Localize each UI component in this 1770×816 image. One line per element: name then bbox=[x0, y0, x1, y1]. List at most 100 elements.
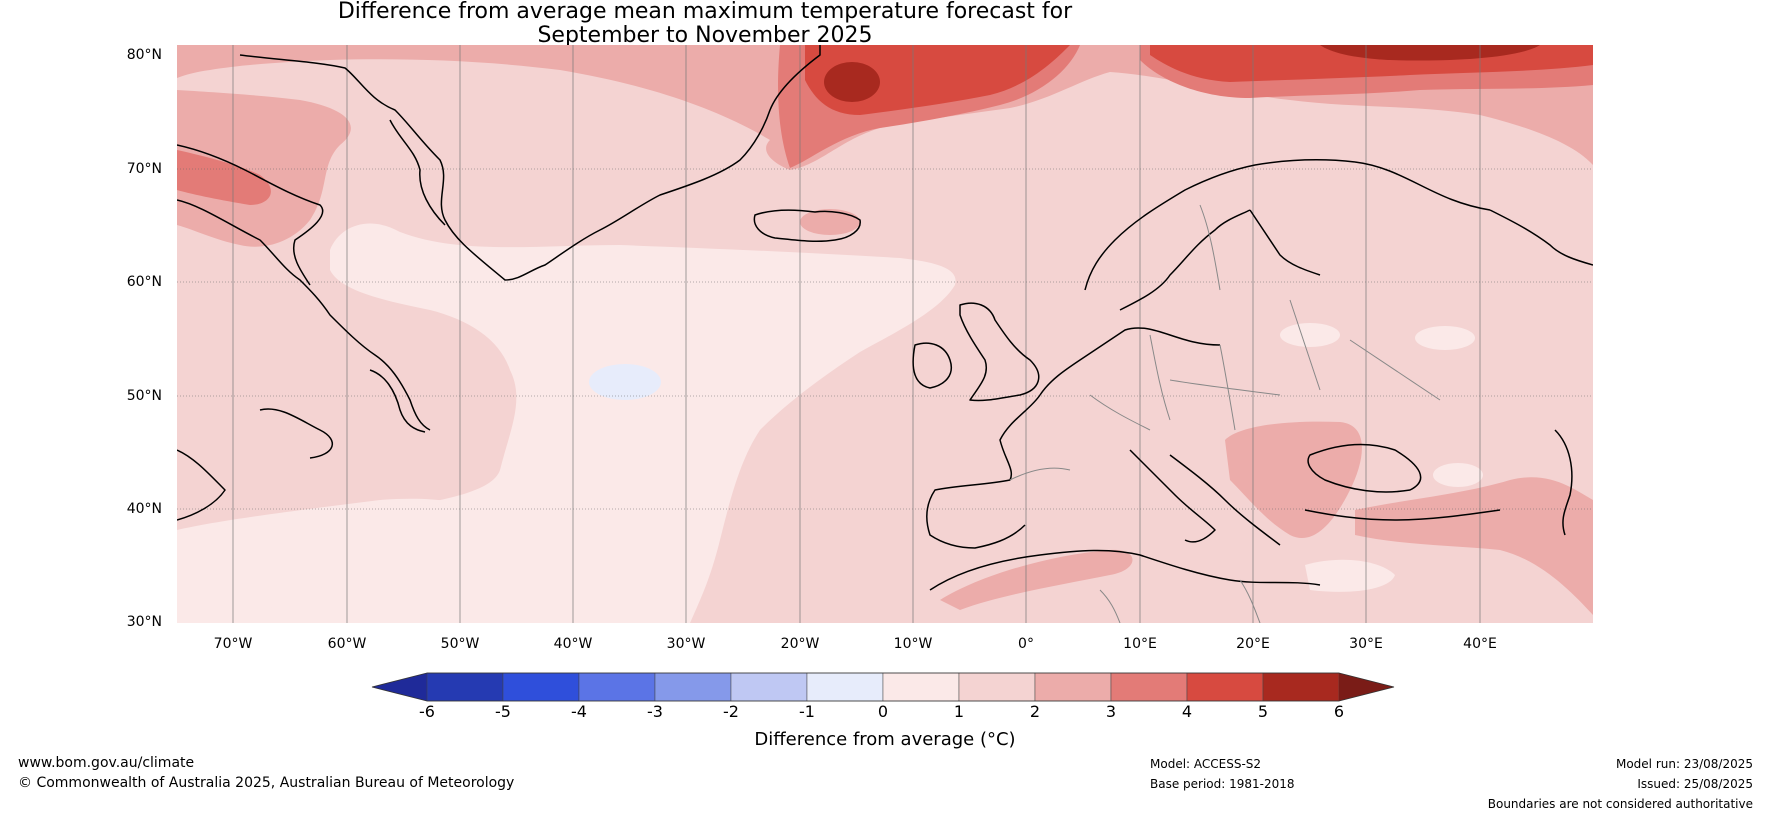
lon-label-40e: 40°E bbox=[1463, 636, 1497, 652]
lon-label-30w: 30°W bbox=[666, 636, 706, 652]
coast-kola bbox=[1354, 161, 1491, 211]
coastlines bbox=[177, 45, 1593, 591]
footer-model-run: Model run: 23/08/2025 bbox=[1615, 757, 1753, 771]
title-line-1: Difference from average mean maximum tem… bbox=[337, 0, 1073, 24]
lon-label-50w: 50°W bbox=[440, 636, 480, 652]
colorbar-extend-low bbox=[372, 673, 427, 701]
colorbar-bin bbox=[958, 672, 1036, 702]
anomaly-patch-0-1-russia bbox=[1280, 323, 1340, 347]
anomaly-region-4-5-greenland-sea bbox=[805, 45, 1070, 115]
colorbar-bin bbox=[1186, 672, 1264, 702]
colorbar-tick-label: -1 bbox=[799, 702, 815, 721]
anomaly-patch-0-1-turkey bbox=[1433, 463, 1483, 487]
coast-iceland bbox=[753, 209, 861, 242]
colorbar-tick-label: 4 bbox=[1181, 702, 1193, 721]
lon-label-20w: 20°W bbox=[780, 636, 820, 652]
title-line-2: September to November 2025 bbox=[537, 23, 873, 48]
colorbar-bin bbox=[502, 672, 580, 702]
coast-us-east bbox=[177, 449, 226, 521]
lon-label-70w: 70°W bbox=[213, 636, 253, 652]
colorbar-tick-label: 3 bbox=[1105, 702, 1117, 721]
footer-model: Model: ACCESS-S2 bbox=[1150, 757, 1262, 771]
anomaly-region-3-4-canada bbox=[177, 150, 271, 205]
coast-baffin bbox=[177, 144, 324, 286]
colorbar-tick-label: 0 bbox=[877, 702, 889, 721]
lon-label-20e: 20°E bbox=[1236, 636, 1270, 652]
footer-url: www.bom.gov.au/climate bbox=[18, 755, 195, 771]
colorbar-bin bbox=[1262, 672, 1340, 702]
anomaly-region-2-3-baffin bbox=[177, 90, 351, 247]
anomaly-patch-0-1-egypt bbox=[1305, 559, 1395, 592]
coast-sweden bbox=[1119, 209, 1251, 311]
coast-finland bbox=[1249, 209, 1321, 276]
colorbar-outline bbox=[371, 672, 1395, 702]
anomaly-patch-2-3-iceland bbox=[800, 209, 860, 235]
anomaly-region-2-3-turkey bbox=[1355, 477, 1593, 615]
colorbar-tick-label: -2 bbox=[723, 702, 739, 721]
lat-label-60n: 60°N bbox=[126, 274, 162, 290]
country-borders bbox=[1009, 204, 1441, 623]
lon-label-30e: 30°E bbox=[1349, 636, 1383, 652]
coast-italy bbox=[1129, 449, 1216, 543]
colorbar-bin bbox=[654, 672, 732, 702]
colorbar-tick-label: 5 bbox=[1257, 702, 1269, 721]
colorbar-tick-label: 1 bbox=[953, 702, 965, 721]
coast-caspian bbox=[1554, 429, 1573, 536]
coast-balkans bbox=[1169, 454, 1281, 546]
colorbar-tick-label: -3 bbox=[647, 702, 663, 721]
coast-greenland-west bbox=[389, 119, 446, 226]
colorbar-tick-label: -4 bbox=[571, 702, 587, 721]
anomaly-region-0-1-southwest bbox=[177, 498, 482, 623]
anomaly-region-2-3-sahara bbox=[940, 549, 1133, 610]
footer-disclaimer: Boundaries are not considered authoritat… bbox=[1487, 797, 1753, 811]
coast-black-sea bbox=[1307, 443, 1422, 493]
coast-norway bbox=[1084, 159, 1356, 291]
lon-label-10e: 10°E bbox=[1123, 636, 1157, 652]
colorbar-bin bbox=[1110, 672, 1188, 702]
map-layers bbox=[177, 45, 1593, 623]
coast-turkey bbox=[1304, 509, 1501, 521]
coast-newfoundland bbox=[369, 369, 426, 433]
colorbar-bin bbox=[578, 672, 656, 702]
coast-labrador bbox=[177, 199, 431, 431]
coast-france-iberia bbox=[925, 394, 1041, 549]
lon-label-10w: 10°W bbox=[893, 636, 933, 652]
chart-title: Difference from average mean maximum tem… bbox=[0, 0, 1410, 48]
lat-label-30n: 30°N bbox=[126, 614, 162, 630]
colorbar-bin bbox=[730, 672, 808, 702]
footer-copyright: © Commonwealth of Australia 2025, Austra… bbox=[18, 775, 515, 791]
colorbar-tick-label: -5 bbox=[495, 702, 511, 721]
colorbar-bin bbox=[426, 672, 504, 702]
anomaly-patch-0-1-east bbox=[1415, 326, 1475, 350]
colorbar-bin bbox=[806, 672, 884, 702]
colorbar-label: Difference from average (°C) bbox=[754, 729, 1016, 750]
anomaly-patch-neg1-0 bbox=[589, 364, 661, 400]
lon-label-0: 0° bbox=[1018, 636, 1034, 652]
footer-base-period: Base period: 1981-2018 bbox=[1150, 777, 1295, 791]
colorbar-bin bbox=[882, 672, 960, 702]
lon-label-60w: 60°W bbox=[327, 636, 367, 652]
coast-greenland bbox=[239, 45, 821, 281]
colorbar-extend-high bbox=[1339, 673, 1394, 701]
colorbar-tick-label: -6 bbox=[419, 702, 435, 721]
colorbar-tick-label: 2 bbox=[1029, 702, 1041, 721]
graticule bbox=[177, 168, 1593, 510]
coast-great-britain bbox=[959, 302, 1040, 402]
coast-russia-arctic bbox=[1489, 209, 1593, 266]
footer-issued: Issued: 25/08/2025 bbox=[1637, 777, 1753, 791]
coast-ireland bbox=[912, 342, 952, 389]
lat-label-40n: 40°N bbox=[126, 501, 162, 517]
lat-label-70n: 70°N bbox=[126, 161, 162, 177]
anomaly-region-2-3-balkans bbox=[1225, 421, 1362, 538]
anomaly-patch-5-6-arctic bbox=[1320, 45, 1540, 61]
lon-label-40w: 40°W bbox=[553, 636, 593, 652]
coast-nova-scotia bbox=[259, 408, 333, 459]
anomaly-patch-5-6-greenland bbox=[824, 62, 880, 102]
lat-label-80n: 80°N bbox=[126, 47, 162, 63]
coast-north-africa bbox=[929, 549, 1321, 591]
colorbar-bin bbox=[1034, 672, 1112, 702]
coast-europe-north bbox=[1039, 327, 1221, 396]
meridians bbox=[232, 45, 1481, 623]
